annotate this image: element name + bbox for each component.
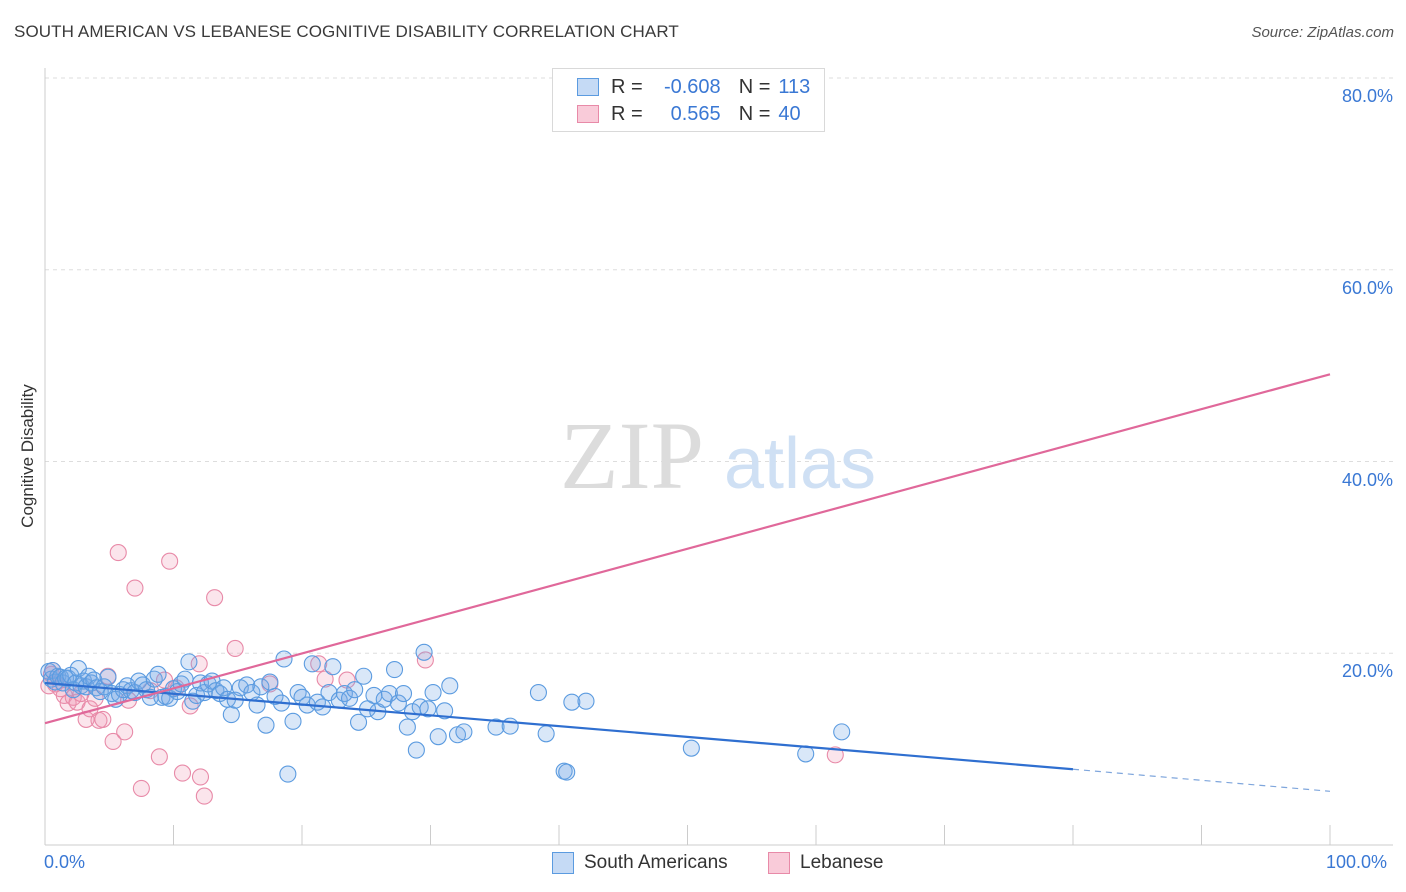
bottom-legend-label-lebanese: Lebanese bbox=[800, 852, 884, 873]
y-tick-label: 60.0% bbox=[1341, 277, 1393, 298]
south-american-point bbox=[529, 684, 547, 702]
lebanese-point bbox=[826, 746, 844, 764]
lebanese-point bbox=[161, 552, 179, 570]
lebanese-point bbox=[132, 779, 150, 797]
axes bbox=[44, 68, 1393, 846]
lebanese-point bbox=[316, 670, 334, 688]
x-tick-min: 0.0% bbox=[44, 852, 86, 872]
south-american-point bbox=[303, 655, 321, 673]
lebanese-point bbox=[126, 579, 144, 597]
south-american-point bbox=[558, 763, 576, 781]
lebanese-point bbox=[191, 768, 210, 786]
south-american-trendline bbox=[44, 681, 1074, 771]
bottom-legend-swatch-south bbox=[552, 852, 574, 874]
y-tick-label: 20.0% bbox=[1341, 661, 1393, 682]
south-american-point bbox=[424, 684, 442, 702]
lebanese-point bbox=[226, 639, 244, 658]
south-american-point bbox=[455, 723, 473, 741]
bottom-legend-lebanese: Lebanese bbox=[768, 852, 883, 874]
south-american-point bbox=[563, 693, 581, 711]
bottom-legend-swatch-lebanese bbox=[768, 852, 790, 874]
south-american-point bbox=[349, 713, 368, 731]
south-american-point bbox=[682, 739, 700, 757]
gridlines bbox=[45, 77, 1393, 654]
south-american-point bbox=[261, 673, 279, 691]
legend-r-label: R = bbox=[611, 102, 643, 125]
south-american-point bbox=[346, 681, 364, 699]
watermark-zip: ZIP bbox=[560, 402, 704, 509]
source-label: Source: ZipAtlas.com bbox=[1251, 24, 1394, 41]
lebanese-point bbox=[181, 697, 199, 715]
south-american-point bbox=[833, 723, 851, 741]
south-american-point bbox=[577, 692, 595, 710]
south-american-point bbox=[436, 702, 454, 720]
south-american-trendline-extension bbox=[1072, 768, 1331, 792]
south-american-point bbox=[335, 684, 353, 703]
lebanese-trendline bbox=[44, 373, 1331, 725]
bottom-legend-label-south: South Americans bbox=[584, 852, 728, 873]
south-american-point bbox=[398, 718, 416, 736]
lebanese-point bbox=[190, 655, 208, 673]
legend-n-label: N = bbox=[738, 75, 771, 98]
lebanese-point bbox=[173, 764, 192, 782]
south-american-point bbox=[257, 716, 275, 734]
south-american-point bbox=[487, 718, 505, 736]
x-tick-max: 100.0% bbox=[1326, 852, 1388, 872]
legend-swatch-south bbox=[577, 78, 599, 96]
legend-r-value: 0.565 bbox=[670, 102, 721, 125]
south-american-point bbox=[419, 700, 437, 718]
lebanese-point bbox=[94, 710, 112, 728]
legend-n-value: 113 bbox=[778, 75, 811, 98]
lebanese-point bbox=[104, 732, 122, 751]
legend-swatch-lebanese bbox=[577, 105, 599, 123]
lebanese-point bbox=[195, 787, 213, 805]
lebanese-point bbox=[310, 655, 328, 673]
legend-row-lebanese: R = 0.565 N = 40 bbox=[577, 102, 801, 126]
lebanese-point bbox=[150, 748, 168, 766]
legend-n-label: N = bbox=[738, 102, 771, 125]
south-american-point bbox=[407, 741, 425, 759]
south-american-point bbox=[266, 687, 284, 705]
south-american-point bbox=[429, 728, 447, 746]
legend: R = -0.608 N = 113 R = 0.565 N = 40 bbox=[552, 68, 825, 132]
south-american-point bbox=[385, 660, 404, 679]
south-american-point bbox=[279, 765, 297, 783]
lebanese-point bbox=[109, 544, 127, 562]
south-american-point bbox=[180, 653, 198, 671]
south-american-point bbox=[340, 689, 359, 707]
legend-r-label: R = bbox=[611, 75, 643, 98]
south-american-point bbox=[415, 643, 433, 661]
chart-title: SOUTH AMERICAN VS LEBANESE COGNITIVE DIS… bbox=[14, 22, 679, 41]
watermark-atlas: atlas bbox=[724, 424, 876, 504]
south-american-point bbox=[99, 668, 117, 686]
south-american-point bbox=[394, 684, 413, 703]
watermark: ZIP atlas bbox=[560, 402, 876, 509]
bottom-legend-south: South Americans bbox=[552, 852, 728, 874]
lebanese-point bbox=[206, 589, 224, 607]
south-american-point bbox=[324, 658, 342, 676]
lebanese-point bbox=[116, 723, 134, 741]
legend-r-value: -0.608 bbox=[663, 75, 721, 98]
legend-row-south: R = -0.608 N = 113 bbox=[577, 75, 810, 99]
south-american-point bbox=[284, 712, 302, 730]
south-american-point bbox=[389, 694, 407, 712]
south-american-point bbox=[222, 706, 240, 724]
south-american-point bbox=[355, 667, 373, 685]
y-tick-label: 40.0% bbox=[1341, 469, 1393, 490]
south-american-point bbox=[252, 678, 270, 696]
legend-n-value: 40 bbox=[778, 102, 801, 125]
south-american-point bbox=[537, 725, 555, 743]
y-tick-label: 80.0% bbox=[1341, 86, 1393, 106]
south-american-point bbox=[441, 677, 459, 695]
trendlines bbox=[44, 373, 1331, 792]
south-american-point bbox=[149, 665, 167, 683]
